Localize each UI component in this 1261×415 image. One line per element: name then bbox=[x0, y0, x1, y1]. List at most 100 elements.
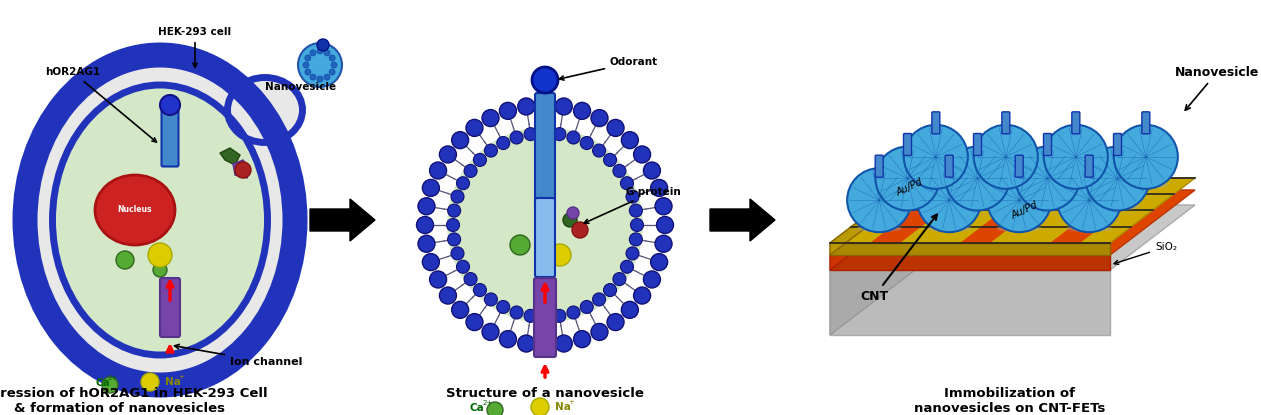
Circle shape bbox=[456, 177, 469, 190]
Polygon shape bbox=[830, 205, 915, 335]
Circle shape bbox=[567, 131, 580, 144]
Circle shape bbox=[613, 164, 625, 178]
Text: +: + bbox=[567, 399, 574, 405]
Circle shape bbox=[1113, 125, 1178, 189]
FancyBboxPatch shape bbox=[973, 134, 981, 156]
Circle shape bbox=[549, 244, 571, 266]
Circle shape bbox=[531, 398, 549, 415]
Ellipse shape bbox=[95, 175, 175, 245]
Circle shape bbox=[303, 62, 309, 68]
Circle shape bbox=[509, 235, 530, 255]
Circle shape bbox=[620, 260, 633, 273]
Circle shape bbox=[484, 293, 497, 306]
FancyBboxPatch shape bbox=[946, 155, 953, 177]
Circle shape bbox=[317, 48, 323, 54]
Circle shape bbox=[422, 254, 439, 271]
Ellipse shape bbox=[856, 224, 902, 232]
Circle shape bbox=[430, 162, 446, 179]
Text: Immobilization of
nanovesicles on CNT-FETs: Immobilization of nanovesicles on CNT-FE… bbox=[914, 387, 1106, 415]
Circle shape bbox=[448, 204, 460, 217]
Text: Nanovesicle: Nanovesicle bbox=[265, 82, 337, 92]
Circle shape bbox=[630, 219, 643, 232]
Polygon shape bbox=[233, 160, 250, 178]
Circle shape bbox=[497, 300, 509, 313]
Circle shape bbox=[298, 43, 342, 87]
Circle shape bbox=[417, 235, 435, 252]
Circle shape bbox=[439, 287, 456, 304]
Text: HEK-293 cell: HEK-293 cell bbox=[159, 27, 232, 67]
Circle shape bbox=[607, 314, 624, 331]
Polygon shape bbox=[830, 190, 915, 270]
Text: Expression of hOR2AG1 in HEK-293 Cell
& formation of nanovesicles: Expression of hOR2AG1 in HEK-293 Cell & … bbox=[0, 387, 267, 415]
Circle shape bbox=[622, 132, 638, 149]
Polygon shape bbox=[830, 243, 1110, 255]
Circle shape bbox=[572, 222, 588, 238]
Circle shape bbox=[629, 233, 642, 246]
Circle shape bbox=[467, 314, 483, 331]
Circle shape bbox=[593, 144, 605, 157]
FancyBboxPatch shape bbox=[533, 278, 556, 357]
FancyBboxPatch shape bbox=[161, 103, 179, 166]
Circle shape bbox=[148, 243, 171, 267]
Text: Nucleus: Nucleus bbox=[117, 205, 153, 215]
Circle shape bbox=[629, 204, 642, 217]
Circle shape bbox=[657, 217, 673, 234]
Circle shape bbox=[593, 293, 605, 306]
Circle shape bbox=[525, 309, 537, 322]
Circle shape bbox=[499, 103, 517, 120]
FancyBboxPatch shape bbox=[535, 93, 555, 207]
Circle shape bbox=[497, 137, 509, 149]
Circle shape bbox=[555, 335, 572, 352]
Circle shape bbox=[430, 271, 446, 288]
Ellipse shape bbox=[885, 203, 929, 210]
Text: Ca: Ca bbox=[470, 403, 484, 413]
Circle shape bbox=[625, 190, 639, 203]
Text: Ion channel: Ion channel bbox=[174, 344, 303, 367]
Circle shape bbox=[305, 55, 311, 61]
Circle shape bbox=[567, 207, 579, 219]
Text: Na: Na bbox=[165, 377, 180, 387]
Circle shape bbox=[451, 190, 464, 203]
Circle shape bbox=[875, 146, 939, 210]
Polygon shape bbox=[830, 255, 1110, 270]
Circle shape bbox=[451, 301, 469, 318]
Circle shape bbox=[987, 168, 1052, 232]
Circle shape bbox=[538, 310, 551, 324]
Circle shape bbox=[473, 283, 487, 297]
Circle shape bbox=[946, 146, 1010, 210]
Circle shape bbox=[509, 131, 523, 144]
FancyBboxPatch shape bbox=[535, 198, 555, 277]
Circle shape bbox=[1044, 125, 1108, 189]
FancyBboxPatch shape bbox=[1015, 155, 1023, 177]
FancyBboxPatch shape bbox=[1072, 112, 1079, 134]
Polygon shape bbox=[219, 148, 240, 165]
Circle shape bbox=[654, 198, 672, 215]
Circle shape bbox=[525, 128, 537, 141]
Circle shape bbox=[1086, 146, 1150, 210]
Circle shape bbox=[555, 98, 572, 115]
Ellipse shape bbox=[1053, 181, 1098, 189]
Circle shape bbox=[446, 127, 643, 323]
FancyBboxPatch shape bbox=[903, 134, 912, 156]
Circle shape bbox=[536, 337, 554, 354]
Circle shape bbox=[591, 110, 608, 127]
Circle shape bbox=[538, 127, 551, 139]
Circle shape bbox=[305, 69, 311, 75]
Text: Odorant: Odorant bbox=[560, 57, 658, 80]
Circle shape bbox=[643, 271, 661, 288]
FancyBboxPatch shape bbox=[1141, 112, 1150, 134]
Circle shape bbox=[633, 287, 651, 304]
Circle shape bbox=[329, 69, 335, 75]
FancyBboxPatch shape bbox=[932, 112, 939, 134]
Circle shape bbox=[235, 162, 251, 178]
Polygon shape bbox=[1050, 178, 1165, 243]
Circle shape bbox=[417, 198, 435, 215]
Circle shape bbox=[416, 217, 434, 234]
Ellipse shape bbox=[25, 55, 295, 385]
Circle shape bbox=[651, 254, 667, 271]
Circle shape bbox=[567, 306, 580, 319]
Circle shape bbox=[499, 331, 517, 348]
Circle shape bbox=[651, 179, 667, 196]
Text: CNT: CNT bbox=[860, 215, 937, 303]
Ellipse shape bbox=[927, 224, 971, 232]
